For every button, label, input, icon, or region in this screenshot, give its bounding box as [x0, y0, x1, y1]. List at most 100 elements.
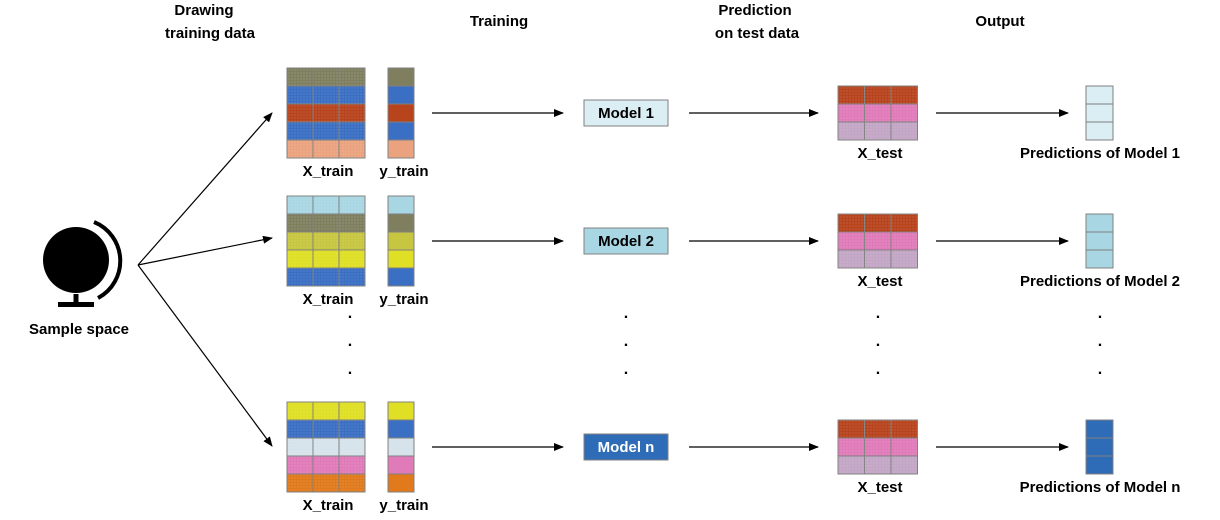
y-train-cell	[387, 473, 415, 493]
cell-texture	[287, 214, 313, 232]
prediction-label: Predictions of Model 1	[1020, 145, 1180, 162]
y-train-cell	[387, 437, 415, 457]
sample-arrow-2	[137, 235, 273, 266]
cell-texture	[313, 104, 339, 122]
header-drawing-line1: Drawing	[174, 2, 233, 19]
y-train-cell	[387, 213, 415, 233]
sample-space-label: Sample space	[29, 321, 129, 338]
cell-texture	[313, 122, 339, 140]
cell-texture	[864, 122, 891, 140]
prediction-cell	[1085, 455, 1114, 475]
y-train-label: y_train	[379, 497, 428, 514]
ellipsis-dot: .	[348, 361, 352, 378]
x-train-label: X_train	[303, 163, 354, 180]
cell-texture	[864, 456, 891, 474]
prediction-label: Predictions of Model n	[1020, 479, 1181, 496]
sample-arrow-3	[137, 264, 273, 447]
cell-texture	[339, 196, 365, 214]
y-train-column	[387, 67, 415, 159]
header-prediction-line1: Prediction	[718, 2, 791, 19]
cell-texture	[287, 196, 313, 214]
cell-texture	[838, 232, 865, 250]
header-output: Output	[975, 13, 1024, 30]
cell-texture	[313, 268, 339, 286]
y-train-cell	[387, 267, 415, 287]
header-prediction-line2: on test data	[715, 25, 800, 42]
cell-texture	[891, 438, 918, 456]
cell-texture	[838, 86, 865, 104]
y-train-label: y_train	[379, 163, 428, 180]
y-train-cell	[387, 401, 415, 421]
model-box	[583, 227, 669, 255]
cell-texture	[339, 86, 365, 104]
header-drawing-line2: training data	[165, 25, 256, 42]
x-test-grid	[837, 85, 918, 141]
cell-texture	[891, 420, 918, 438]
cell-texture	[287, 86, 313, 104]
cell-texture	[313, 474, 339, 492]
ellipsis-dot: .	[1098, 333, 1102, 350]
y-train-label: y_train	[379, 291, 428, 308]
cell-texture	[287, 104, 313, 122]
cell-texture	[891, 104, 918, 122]
x-test-grid	[837, 213, 918, 269]
y-train-cell	[387, 67, 415, 87]
cell-texture	[287, 140, 313, 158]
x-train-grid	[286, 401, 366, 493]
cell-texture	[838, 420, 865, 438]
cell-texture	[313, 86, 339, 104]
cell-texture	[339, 420, 365, 438]
cell-texture	[287, 402, 313, 420]
prediction-cell	[1085, 103, 1114, 123]
cell-texture	[287, 438, 313, 456]
cell-texture	[313, 68, 339, 86]
cell-texture	[864, 86, 891, 104]
x-test-label: X_test	[857, 145, 902, 162]
cell-texture	[864, 104, 891, 122]
prediction-column	[1085, 419, 1114, 475]
cell-texture	[838, 456, 865, 474]
cell-texture	[339, 140, 365, 158]
x-test-grid	[837, 419, 918, 475]
prediction-cell	[1085, 121, 1114, 141]
cell-texture	[313, 214, 339, 232]
model-box	[583, 433, 669, 461]
prediction-cell	[1085, 249, 1114, 269]
x-test-label: X_test	[857, 273, 902, 290]
model-label: Model n	[598, 439, 655, 456]
pipeline-row: X_train y_train Model n X_test Predictions o…	[286, 401, 1181, 514]
cell-texture	[313, 232, 339, 250]
cell-texture	[287, 420, 313, 438]
y-train-cell	[387, 139, 415, 159]
y-train-column	[387, 195, 415, 287]
y-train-cell	[387, 231, 415, 251]
x-test-label: X_test	[857, 479, 902, 496]
ellipsis-dot: .	[624, 333, 628, 350]
cell-texture	[891, 232, 918, 250]
prediction-cell	[1085, 213, 1114, 233]
globe-icon	[43, 220, 123, 307]
ellipsis-dot: .	[624, 305, 628, 322]
y-train-cell	[387, 121, 415, 141]
prediction-cell	[1085, 419, 1114, 439]
cell-texture	[339, 402, 365, 420]
ellipsis-dot: .	[876, 305, 880, 322]
ellipsis-dot: .	[348, 305, 352, 322]
x-train-label: X_train	[303, 291, 354, 308]
cell-texture	[864, 250, 891, 268]
prediction-cell	[1085, 85, 1114, 105]
ellipsis-layer: ............	[348, 305, 1102, 378]
x-train-grid	[286, 195, 366, 287]
model-box	[583, 99, 669, 127]
pipeline-row: X_train y_train Model 1 X_test Predictions o…	[286, 67, 1180, 180]
cell-texture	[864, 438, 891, 456]
cell-texture	[287, 474, 313, 492]
ellipsis-dot: .	[876, 361, 880, 378]
y-train-cell	[387, 249, 415, 269]
cell-texture	[339, 250, 365, 268]
cell-texture	[313, 250, 339, 268]
x-train-grid	[286, 67, 366, 159]
cell-texture	[313, 402, 339, 420]
